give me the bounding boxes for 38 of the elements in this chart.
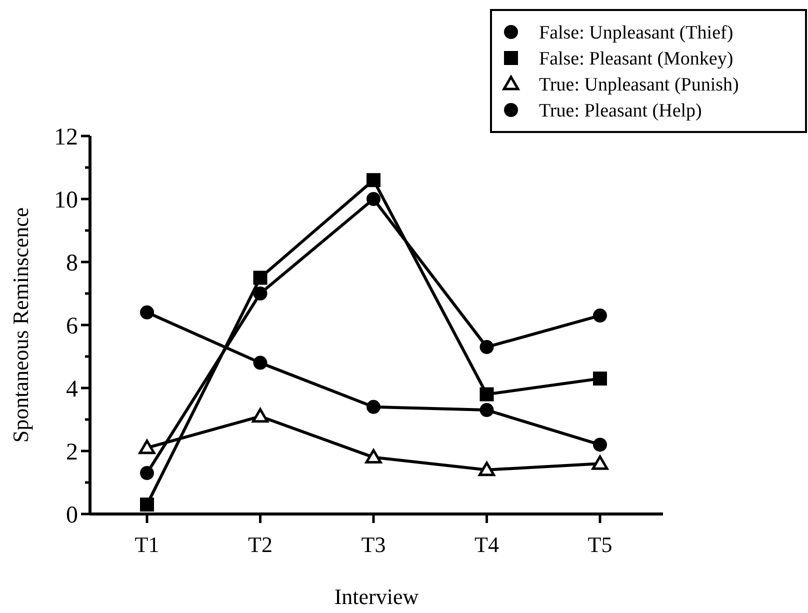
x-axis-title: Interview (334, 584, 419, 609)
legend-label: True: Unpleasant (Punish) (539, 74, 739, 96)
point (480, 403, 494, 418)
point (480, 340, 494, 354)
x-tick-label: T3 (361, 532, 386, 557)
point (366, 400, 380, 414)
y-axis-title: Spontaneous Reminscence (8, 207, 33, 443)
point (252, 408, 268, 423)
legend-label: False: Pleasant (Monkey) (539, 48, 734, 70)
point (480, 387, 494, 402)
y-tick-label: 10 (54, 187, 78, 214)
point (478, 462, 495, 476)
point (593, 372, 607, 386)
x-tick-label: T4 (474, 532, 499, 557)
point (366, 173, 380, 188)
point (365, 449, 382, 464)
point (140, 498, 154, 512)
point (140, 466, 154, 480)
point (138, 440, 156, 454)
point (253, 270, 268, 285)
point (253, 286, 268, 300)
x-tick-label: T5 (588, 532, 612, 557)
point (253, 356, 268, 370)
y-tick-label: 2 (66, 439, 78, 466)
point (592, 455, 608, 470)
legend-label: False: Unpleasant (Thief) (539, 22, 734, 44)
y-tick-label: 12 (54, 124, 78, 150)
point (140, 305, 154, 320)
x-tick-label: T2 (248, 532, 272, 557)
point (593, 308, 607, 323)
y-tick-label: 8 (66, 250, 78, 276)
y-tick-label: 0 (66, 502, 78, 528)
y-tick-label: 4 (66, 376, 78, 402)
y-tick-label: 6 (66, 313, 78, 340)
legend-label: True: Pleasant (Help) (539, 100, 702, 122)
x-tick-label: T1 (134, 532, 160, 557)
point (593, 438, 607, 452)
point (366, 192, 380, 206)
